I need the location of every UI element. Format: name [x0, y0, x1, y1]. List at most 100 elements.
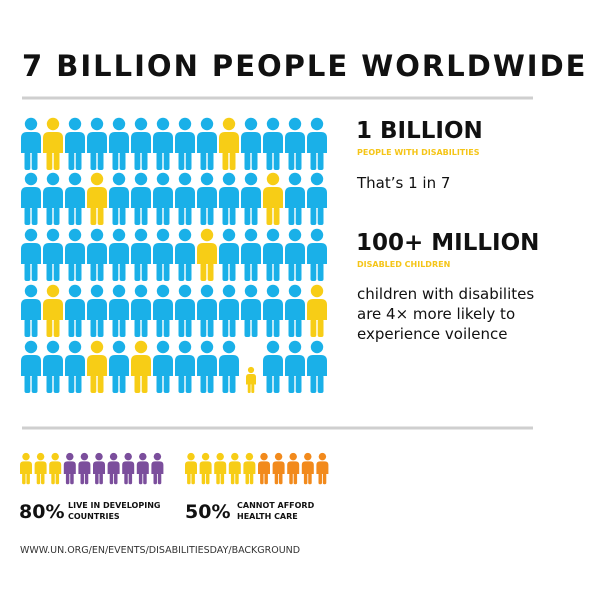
- person-icon: [87, 117, 107, 170]
- icon-head: [68, 284, 82, 298]
- icon-leg: [288, 263, 295, 281]
- icon-leg: [222, 152, 229, 170]
- icon-body: [263, 299, 283, 320]
- icon-body: [43, 243, 63, 264]
- icon-leg: [141, 375, 148, 393]
- icon-head: [274, 452, 283, 461]
- icon-leg: [46, 263, 53, 281]
- icon-head: [266, 228, 280, 242]
- icon-body: [151, 461, 164, 474]
- person-icon: [151, 452, 164, 485]
- icon-head: [124, 452, 132, 461]
- icon-head: [216, 452, 224, 461]
- icon-body: [197, 243, 217, 264]
- person-icon: [109, 284, 129, 337]
- icon-leg: [163, 152, 170, 170]
- icon-leg: [273, 263, 280, 281]
- icon-head: [266, 340, 280, 354]
- icon-head: [222, 340, 236, 354]
- icon-body: [185, 461, 197, 474]
- person-icon: [43, 228, 63, 281]
- person-icon: [263, 228, 283, 281]
- icon-leg: [22, 473, 26, 485]
- icon-head: [222, 284, 236, 298]
- icon-body: [175, 355, 195, 376]
- icon-leg: [90, 152, 97, 170]
- icon-body: [87, 355, 107, 376]
- icon-head: [156, 117, 170, 131]
- person-icon: [214, 452, 227, 485]
- icon-leg: [235, 473, 239, 485]
- icon-leg: [75, 207, 82, 225]
- icon-leg: [97, 152, 104, 170]
- icon-leg: [134, 263, 141, 281]
- icon-leg: [46, 375, 53, 393]
- icon-leg: [26, 473, 30, 485]
- icon-body: [87, 299, 107, 320]
- icon-leg: [156, 263, 163, 281]
- icon-leg: [187, 473, 191, 485]
- icon-leg: [156, 207, 163, 225]
- person-icon: [263, 284, 283, 337]
- icon-body: [65, 243, 85, 264]
- icon-head: [260, 452, 268, 461]
- icon-body: [21, 299, 41, 320]
- person-icon: [241, 228, 261, 281]
- icon-body: [219, 243, 239, 264]
- icon-leg: [317, 152, 324, 170]
- person-icon: [175, 340, 195, 393]
- icon-leg: [112, 152, 119, 170]
- person-icon: [87, 172, 107, 225]
- icon-leg: [288, 152, 295, 170]
- icon-leg: [24, 207, 31, 225]
- icon-leg: [134, 207, 141, 225]
- icon-leg: [36, 473, 41, 485]
- icon-head: [95, 452, 103, 461]
- icon-body: [219, 355, 239, 376]
- icon-leg: [207, 152, 214, 170]
- icon-body: [109, 132, 129, 153]
- person-icon: [197, 284, 217, 337]
- icon-leg: [266, 319, 273, 337]
- person-icon: [153, 340, 173, 393]
- footer-caption: LIVE IN DEVELOPING: [68, 501, 160, 510]
- icon-head: [24, 340, 38, 354]
- icon-head: [200, 284, 214, 298]
- icon-leg: [207, 207, 214, 225]
- icon-leg: [288, 319, 295, 337]
- icon-leg: [31, 207, 38, 225]
- icon-body: [153, 355, 173, 376]
- person-icon: [285, 228, 305, 281]
- icon-leg: [222, 319, 229, 337]
- icon-leg: [185, 152, 192, 170]
- icon-leg: [229, 263, 236, 281]
- icon-body: [246, 374, 256, 385]
- person-icon: [153, 228, 173, 281]
- icon-body: [316, 461, 329, 474]
- person-icon: [78, 452, 91, 485]
- icon-leg: [295, 375, 302, 393]
- icon-body: [43, 299, 63, 320]
- icon-leg: [90, 319, 97, 337]
- icon-head: [90, 172, 104, 186]
- icon-body: [21, 187, 41, 208]
- icon-body: [197, 187, 217, 208]
- person-icon: [219, 117, 239, 170]
- icon-head: [22, 452, 30, 461]
- icon-leg: [310, 319, 317, 337]
- person-icon: [65, 117, 85, 170]
- icon-body: [153, 132, 173, 153]
- icon-body: [93, 461, 105, 474]
- icon-body: [122, 461, 135, 474]
- person-icon: [43, 340, 63, 393]
- icon-leg: [31, 152, 38, 170]
- icon-body: [214, 461, 227, 474]
- icon-head: [222, 117, 236, 131]
- icon-leg: [251, 384, 255, 393]
- person-icon: [175, 172, 195, 225]
- icon-leg: [178, 263, 185, 281]
- person-icon: [285, 117, 305, 170]
- footer-caption: COUNTRIES: [68, 512, 120, 521]
- person-icon: [307, 340, 327, 393]
- icon-leg: [46, 207, 53, 225]
